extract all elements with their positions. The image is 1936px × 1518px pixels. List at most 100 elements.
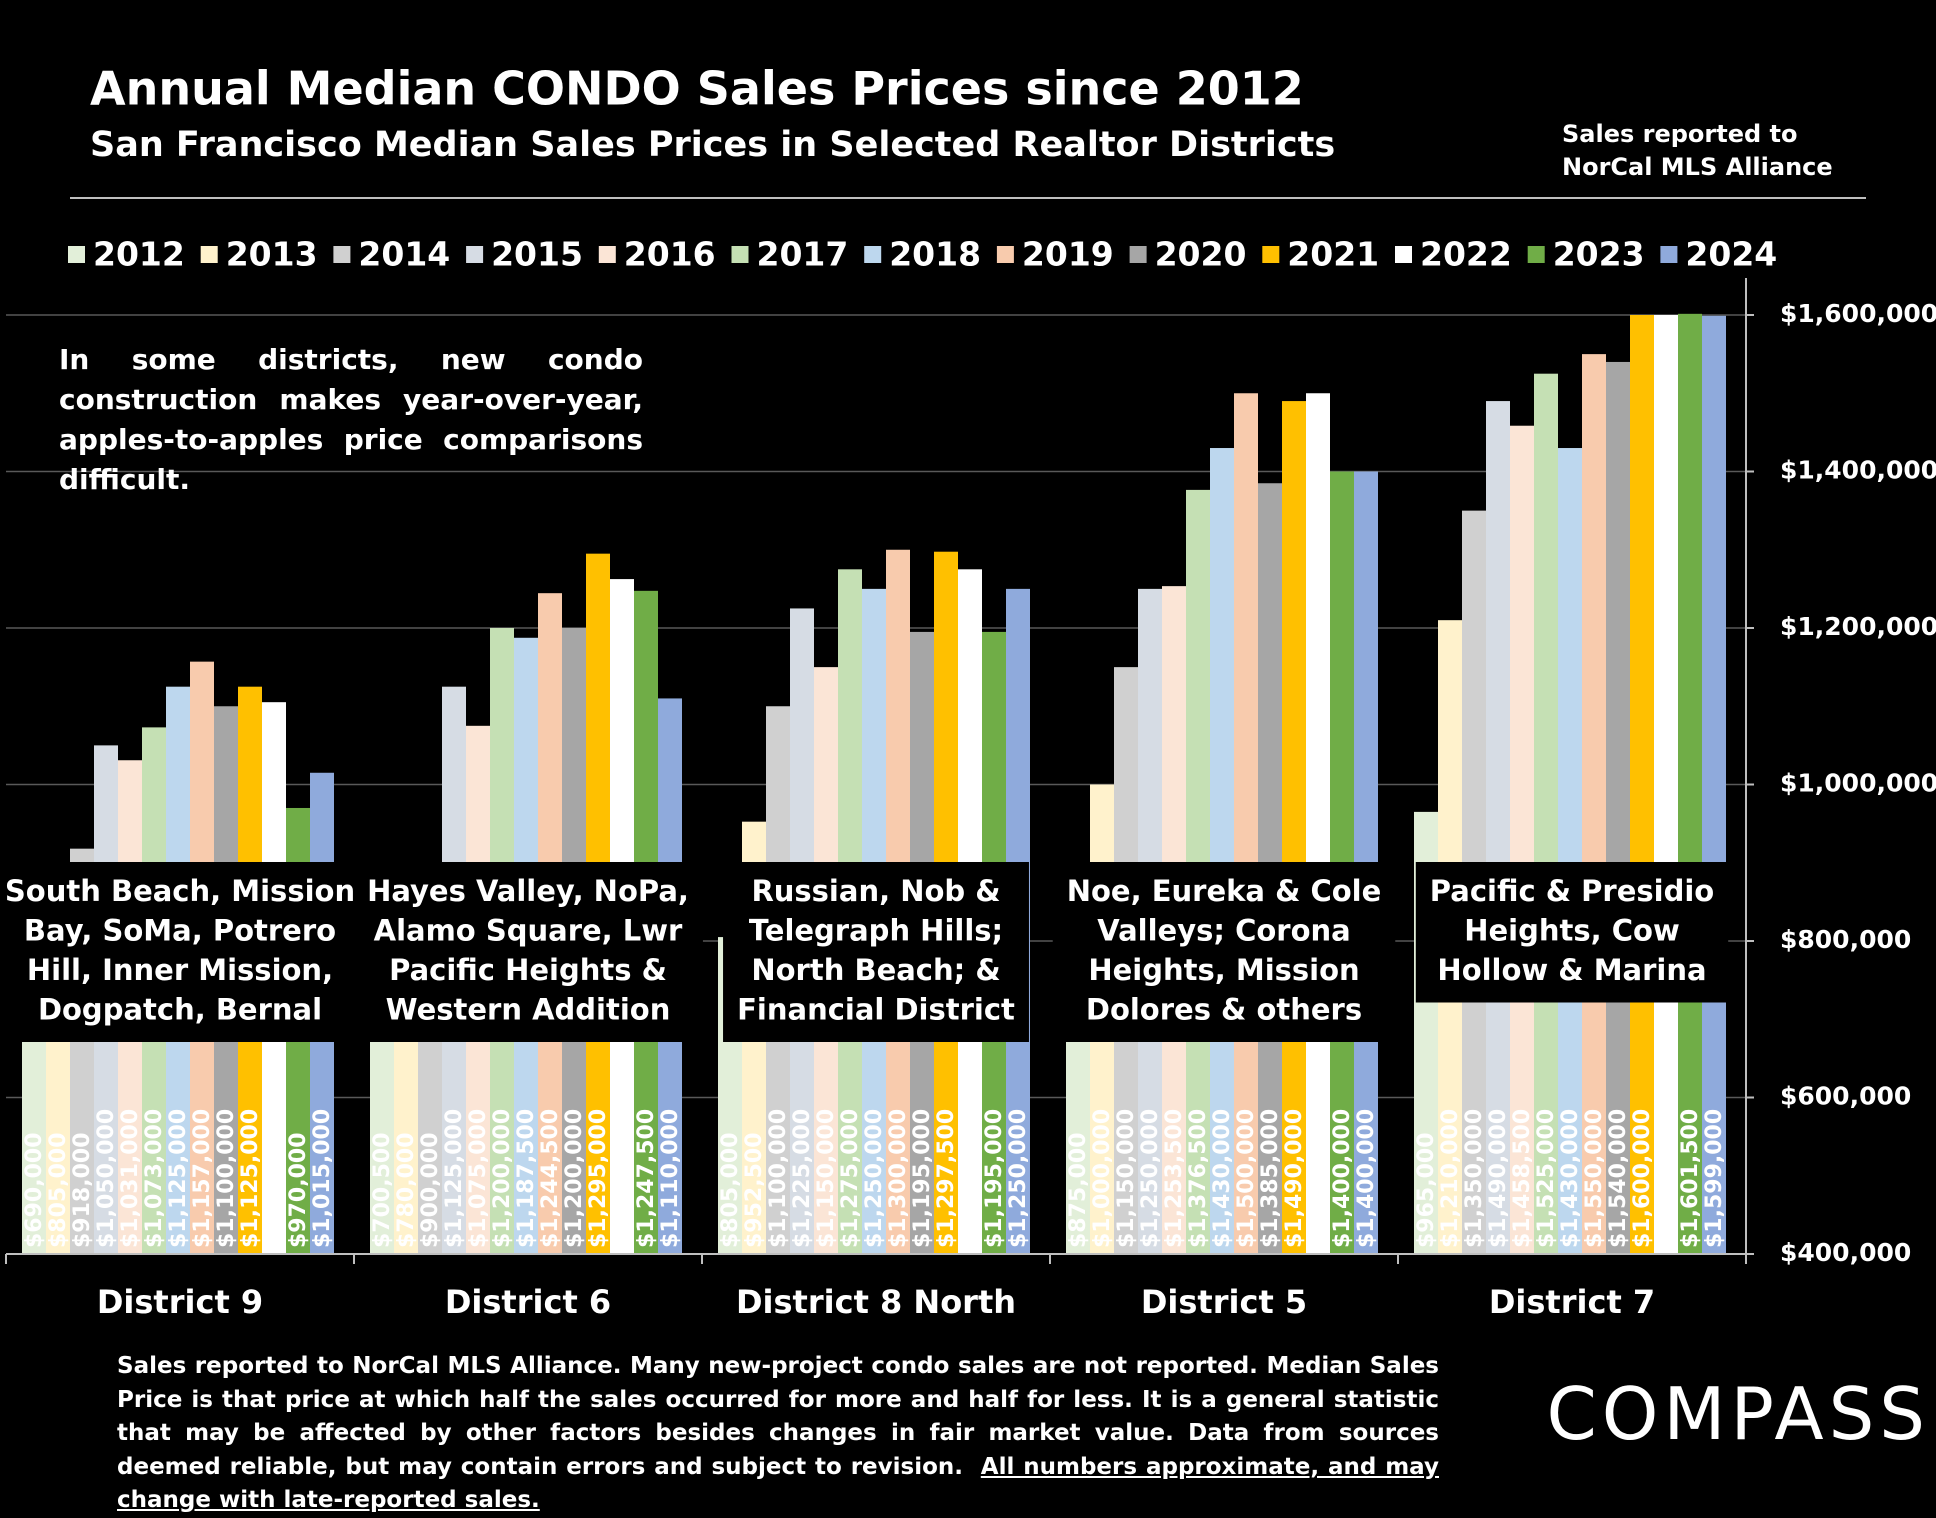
annotation-text: Pacific Heights &: [389, 953, 667, 987]
chart-subtitle: San Francisco Median Sales Prices in Sel…: [90, 125, 1335, 165]
annotation-box: [1415, 862, 1729, 1003]
bar: [1306, 393, 1330, 1254]
value-label: $1,100,000: [766, 1109, 791, 1248]
logo: COMPASS: [1546, 1372, 1930, 1456]
value-label: $1,490,000: [1486, 1109, 1511, 1248]
annotation-text: Bay, SoMa, Potrero: [24, 914, 336, 948]
value-label: $1,458,500: [1510, 1109, 1535, 1248]
annotation-text: North Beach; &: [751, 953, 1000, 987]
value-label: $780,000: [394, 1132, 419, 1248]
value-label: $1,385,000: [1258, 1109, 1283, 1248]
annotation-text: Telegraph Hills;: [749, 914, 1003, 948]
y-tick-label: $1,000,000: [1780, 769, 1936, 798]
value-label: $1,430,000: [1210, 1109, 1235, 1248]
value-label: $1,187,500: [514, 1109, 539, 1248]
value-label: $690,000: [22, 1132, 47, 1248]
legend-label: 2012: [93, 235, 185, 274]
legend-swatch: [466, 246, 484, 263]
bar: [1558, 448, 1582, 1254]
bar: [1582, 354, 1606, 1254]
value-label: $1,225,000: [790, 1109, 815, 1248]
bar: [370, 1018, 394, 1254]
value-label: $1,075,000: [466, 1109, 491, 1248]
legend-label: 2024: [1685, 235, 1777, 274]
bar: [1510, 425, 1534, 1254]
value-label: $1,244,500: [538, 1109, 563, 1248]
legend-swatch: [200, 246, 218, 263]
y-tick-label: $800,000: [1780, 925, 1911, 954]
legend-swatch: [996, 246, 1014, 263]
annotation-text: Financial District: [737, 993, 1015, 1027]
bar: [1210, 448, 1234, 1254]
x-tick-label: District 9: [97, 1283, 263, 1321]
x-tick-label: District 6: [445, 1283, 611, 1321]
legend-swatch: [333, 246, 351, 263]
annotation-text: Hayes Valley, NoPa,: [367, 874, 689, 908]
annotation-box: [0, 862, 370, 1042]
footnote: Sales reported to NorCal MLS Alliance. M…: [117, 1350, 1439, 1518]
legend-label: 2023: [1553, 235, 1645, 274]
legend-label: 2020: [1155, 235, 1247, 274]
x-tick-label: District 8 North: [736, 1283, 1016, 1321]
bar: [1282, 401, 1306, 1254]
legend-swatch: [1395, 246, 1412, 263]
y-tick-label: $1,400,000: [1780, 456, 1936, 485]
annotation-text: Dolores & others: [1086, 993, 1362, 1027]
legend-label: 2018: [889, 235, 981, 274]
value-label: $965,000: [1414, 1132, 1439, 1248]
value-label: $1,400,000: [1354, 1109, 1379, 1248]
annotation-text: Hollow & Marina: [1437, 953, 1706, 987]
value-label: $1,250,000: [862, 1109, 887, 1248]
y-tick-label: $1,600,000: [1780, 299, 1936, 328]
annotation-text: Alamo Square, Lwr: [374, 914, 683, 948]
value-label: $1,000,000: [1090, 1109, 1115, 1248]
value-label: $1,247,500: [634, 1109, 659, 1248]
annotation-box: [723, 862, 1029, 1042]
legend-swatch: [1262, 246, 1280, 263]
value-label: $1,300,000: [886, 1109, 911, 1248]
x-tick-label: District 5: [1141, 1283, 1307, 1321]
value-label: $1,400,000: [1330, 1109, 1355, 1248]
footnote-text: Sales reported to NorCal MLS Alliance. M…: [117, 1353, 1439, 1480]
value-label: $1,500,000: [1234, 1109, 1259, 1248]
value-label: $805,000: [718, 1132, 743, 1248]
value-label: $1,150,000: [814, 1109, 839, 1248]
annotation-text: Noe, Eureka & Cole: [1067, 874, 1382, 908]
chart-title: Annual Median CONDO Sales Prices since 2…: [90, 62, 1304, 116]
annotation-box: [353, 862, 703, 1042]
value-label: $1,073,000: [142, 1109, 167, 1248]
bar: [1234, 393, 1258, 1254]
value-label: $1,430,000: [1558, 1109, 1583, 1248]
x-tick-label: District 7: [1489, 1283, 1655, 1321]
value-label: $1,297,500: [934, 1109, 959, 1248]
legend-label: 2021: [1287, 235, 1379, 274]
legend-swatch: [598, 246, 616, 263]
annotation-text: South Beach, Mission: [5, 874, 355, 908]
bar: [1654, 315, 1678, 1254]
legend-swatch: [1660, 246, 1678, 263]
value-label: $1,599,000: [1702, 1109, 1727, 1248]
value-label: $900,000: [418, 1132, 443, 1248]
y-tick-label: $400,000: [1780, 1238, 1911, 1267]
annotation-text: Hill, Inner Mission,: [27, 953, 333, 987]
value-label: $1,295,000: [586, 1109, 611, 1248]
legend-label: 2019: [1022, 235, 1114, 274]
annotation-text: Western Addition: [386, 993, 671, 1027]
annotation-text: Heights, Mission: [1088, 953, 1359, 987]
legend-swatch: [68, 246, 85, 263]
value-label: $1,125,000: [442, 1109, 467, 1248]
value-label: $1,600,000: [1654, 1109, 1679, 1248]
value-label: $1,600,000: [1630, 1109, 1655, 1248]
value-label: $875,000: [1066, 1132, 1091, 1248]
bar: [22, 1027, 46, 1254]
value-label: $1,500,000: [1306, 1109, 1331, 1248]
legend-label: 2013: [226, 235, 318, 274]
value-label: $1,125,000: [166, 1109, 191, 1248]
value-label: $1,550,000: [1582, 1109, 1607, 1248]
legend-swatch: [1527, 246, 1545, 263]
value-label: $1,210,000: [1438, 1109, 1463, 1248]
value-label: $1,195,000: [910, 1109, 935, 1248]
value-label: $1,262,500: [610, 1109, 635, 1248]
legend-label: 2022: [1420, 235, 1512, 274]
